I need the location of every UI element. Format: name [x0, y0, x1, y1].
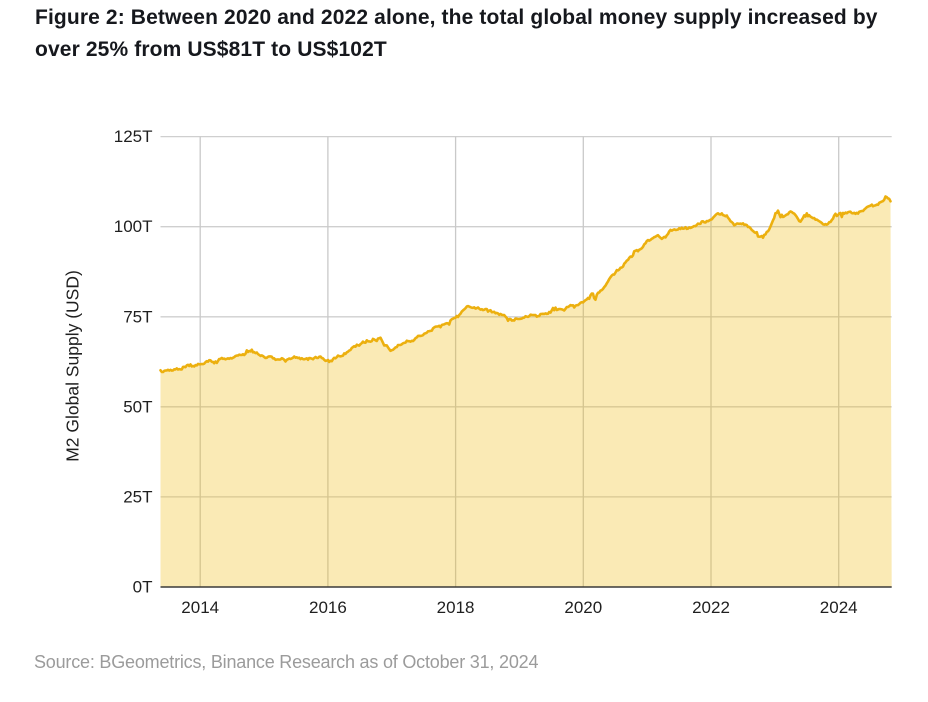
svg-text:2024: 2024 — [820, 598, 858, 617]
svg-text:100T: 100T — [114, 217, 153, 236]
svg-text:50T: 50T — [123, 397, 152, 416]
svg-text:2018: 2018 — [437, 598, 475, 617]
svg-text:M2 Global Supply (USD): M2 Global Supply (USD) — [63, 270, 83, 462]
svg-text:2020: 2020 — [564, 598, 602, 617]
svg-text:2022: 2022 — [692, 598, 730, 617]
svg-text:2014: 2014 — [181, 598, 219, 617]
svg-text:2016: 2016 — [309, 598, 347, 617]
svg-text:25T: 25T — [123, 487, 152, 506]
svg-text:75T: 75T — [123, 307, 152, 326]
svg-text:125T: 125T — [114, 127, 153, 146]
svg-text:0T: 0T — [133, 578, 153, 597]
